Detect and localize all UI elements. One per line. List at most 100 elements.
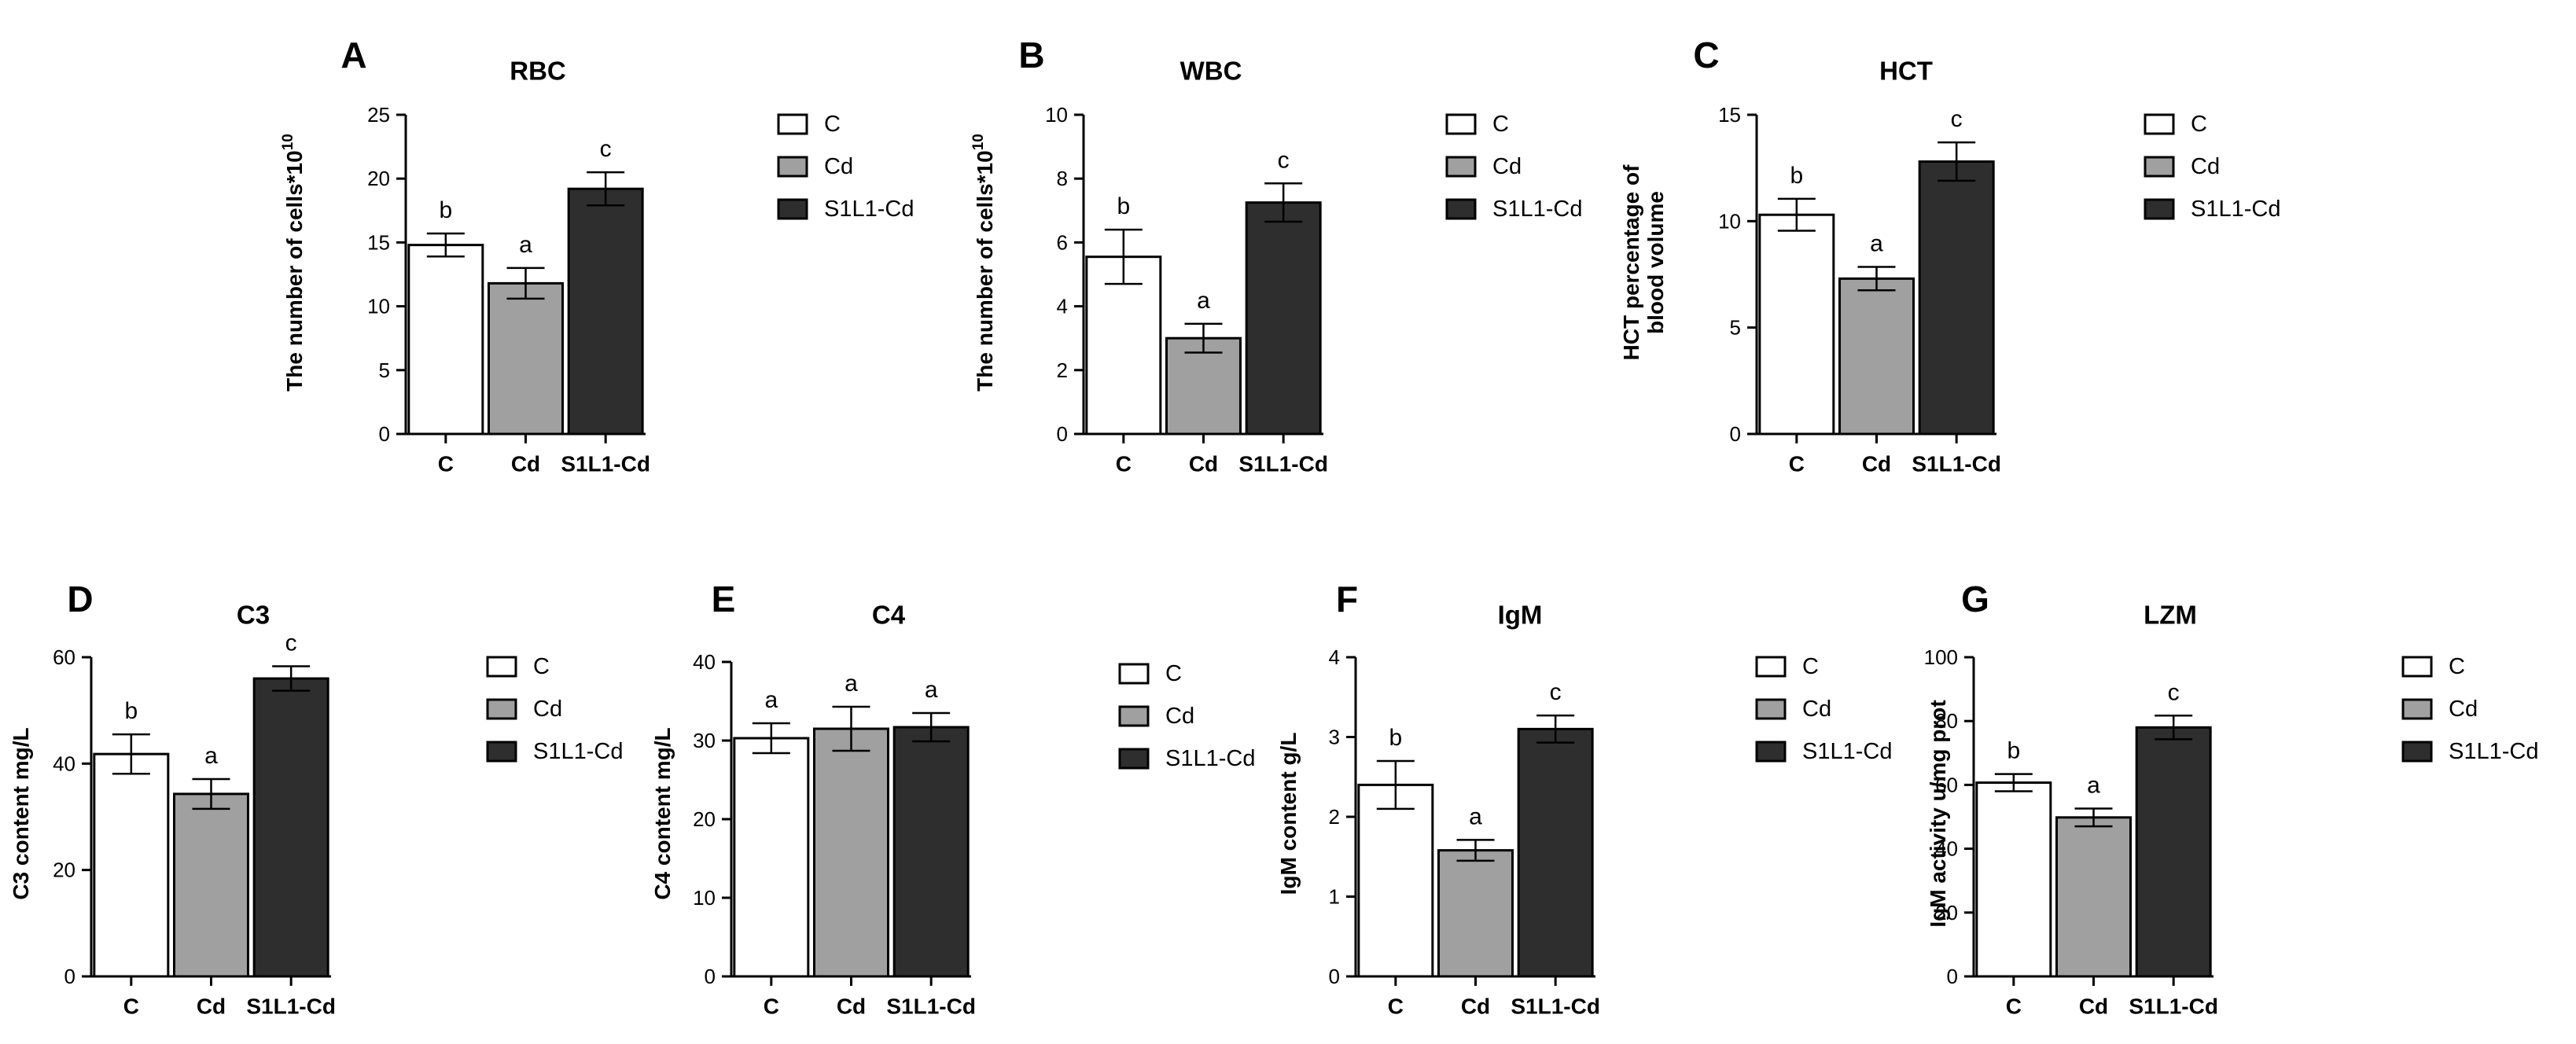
legend-label-lzm-s1l1-cd: S1L1-Cd [2449,739,2538,764]
legend-label-c4-c: C [1165,661,1182,686]
bar-c3-cd [173,792,249,978]
legend-label-rbc-s1l1-cd: S1L1-Cd [824,197,914,222]
y-tick-label-igm-1: 1 [1329,885,1340,909]
y-axis-label-c4: C4 content mg/L [650,727,675,899]
x-tick-label-c3-c: C [123,994,139,1019]
y-tick-label-rbc-3: 15 [367,230,390,254]
significance-c4-cd: a [845,671,858,697]
x-tick-label-igm-c: C [1388,994,1404,1019]
y-tick-label-wbc-3: 6 [1057,230,1068,254]
y-tick-label-c4-4: 40 [693,650,716,674]
significance-rbc-s1l1-cd: c [600,136,612,162]
chart-title-c3: C3 [237,601,270,630]
legend-label-hct-c: C [2191,112,2207,137]
legend-label-wbc-cd: Cd [1492,154,1522,179]
bar-wbc-c [1085,255,1162,436]
significance-igm-c: b [1389,725,1402,751]
panel-rbc: A RBC 0 5 10 15 20 25 The number of cells*1010 b C… [280,35,914,476]
legend-swatch-c4-cd [1118,705,1150,727]
x-tick-label-wbc-s1l1-cd: S1L1-Cd [1238,452,1328,476]
y-axis-label-hct: HCT percentage ofblood volume [1619,164,1668,361]
bar-c4-s1l1-cd [892,726,970,978]
y-tick-label-rbc-5: 25 [367,103,390,127]
bar-wbc-s1l1-cd [1245,201,1322,436]
panel-wbc: B WBC 0 2 4 6 8 10 The number of cells*1010 b Ca Cd… [970,35,1582,476]
panel-letter-c3: D [67,579,93,619]
y-tick-label-wbc-5: 10 [1045,103,1068,127]
legend-label-wbc-c: C [1492,112,1509,137]
x-tick-label-hct-s1l1-cd: S1L1-Cd [1912,452,2001,476]
y-tick-label-c3-1: 20 [53,858,75,882]
y-tick-label-c3-2: 40 [53,752,75,775]
significance-rbc-cd: a [519,232,532,258]
bar-lzm-c [1975,781,2052,978]
x-tick-label-hct-c: C [1789,452,1805,476]
y-tick-label-hct-3: 15 [1718,103,1741,127]
significance-c4-s1l1-cd: a [925,677,938,703]
x-tick-label-c4-c: C [764,994,779,1019]
panel-letter-hct: C [1693,35,1719,75]
x-tick-label-lzm-s1l1-cd: S1L1-Cd [2129,994,2218,1019]
y-tick-label-igm-0: 0 [1329,965,1340,988]
y-tick-label-c3-0: 0 [64,965,75,988]
significance-igm-cd: a [1469,803,1482,829]
legend-swatch-igm-c [1755,656,1787,678]
bar-hct-c [1758,213,1835,436]
bar-c4-cd [813,727,889,978]
bar-igm-c [1357,783,1434,978]
legend-swatch-igm-cd [1755,698,1787,720]
panel-letter-wbc: B [1018,35,1044,75]
x-tick-label-lzm-cd: Cd [2079,994,2108,1019]
legend-label-c3-cd: Cd [533,697,562,722]
legend-swatch-rbc-s1l1-cd [777,198,808,220]
significance-lzm-c: b [2007,738,2020,764]
y-tick-label-rbc-4: 20 [367,167,390,190]
y-tick-label-wbc-2: 4 [1057,295,1068,318]
y-axis-label-wbc: The number of cells*1010 [970,134,997,392]
y-tick-label-igm-2: 2 [1329,805,1340,829]
legend-swatch-hct-s1l1-cd [2144,198,2175,220]
legend-label-c4-cd: Cd [1165,704,1194,729]
x-tick-label-c4-s1l1-cd: S1L1-Cd [886,994,976,1019]
y-tick-label-wbc-1: 2 [1057,358,1068,382]
significance-c3-c: b [124,698,138,724]
significance-lzm-cd: a [2087,772,2100,798]
significance-wbc-cd: a [1197,288,1210,314]
y-tick-label-hct-1: 5 [1730,316,1741,340]
x-tick-label-c3-s1l1-cd: S1L1-Cd [246,994,336,1019]
significance-hct-c: b [1790,163,1803,189]
chart-title-wbc: WBC [1180,57,1242,86]
panel-letter-rbc: A [340,35,366,75]
significance-hct-cd: a [1870,231,1883,257]
significance-wbc-c: b [1117,193,1130,219]
y-tick-label-igm-4: 4 [1329,645,1340,669]
y-tick-label-wbc-4: 8 [1057,167,1068,190]
y-axis-label-c3: C3 content mg/L [9,727,33,899]
y-tick-label-rbc-2: 10 [367,295,390,318]
y-tick-label-c4-0: 0 [705,965,716,988]
y-tick-label-rbc-0: 0 [379,422,390,446]
legend-swatch-lzm-c [2401,656,2433,678]
bar-igm-cd [1437,849,1514,978]
bar-c3-s1l1-cd [252,677,329,978]
legend-swatch-lzm-cd [2401,698,2433,720]
legend-label-hct-cd: Cd [2191,154,2220,179]
significance-hct-s1l1-cd: c [1951,106,1963,132]
x-tick-label-rbc-cd: Cd [511,452,540,476]
y-tick-label-c4-2: 20 [693,807,716,831]
bar-lzm-s1l1-cd [2135,726,2212,978]
legend-swatch-wbc-cd [1445,156,1477,178]
x-tick-label-hct-cd: Cd [1862,452,1891,476]
legend-swatch-wbc-s1l1-cd [1445,198,1477,220]
panel-lzm: G LZM 0 20 40 60 80 100 IgM activity u/mg prot b C… [1924,579,2539,1019]
legend-swatch-hct-cd [2144,156,2175,178]
legend-label-lzm-cd: Cd [2449,697,2478,722]
legend-label-lzm-c: C [2449,654,2465,679]
legend-label-hct-s1l1-cd: S1L1-Cd [2191,197,2280,222]
x-tick-label-rbc-c: C [438,452,454,476]
y-tick-label-lzm-5: 100 [1924,645,1958,669]
y-tick-label-lzm-0: 0 [1947,965,1958,988]
